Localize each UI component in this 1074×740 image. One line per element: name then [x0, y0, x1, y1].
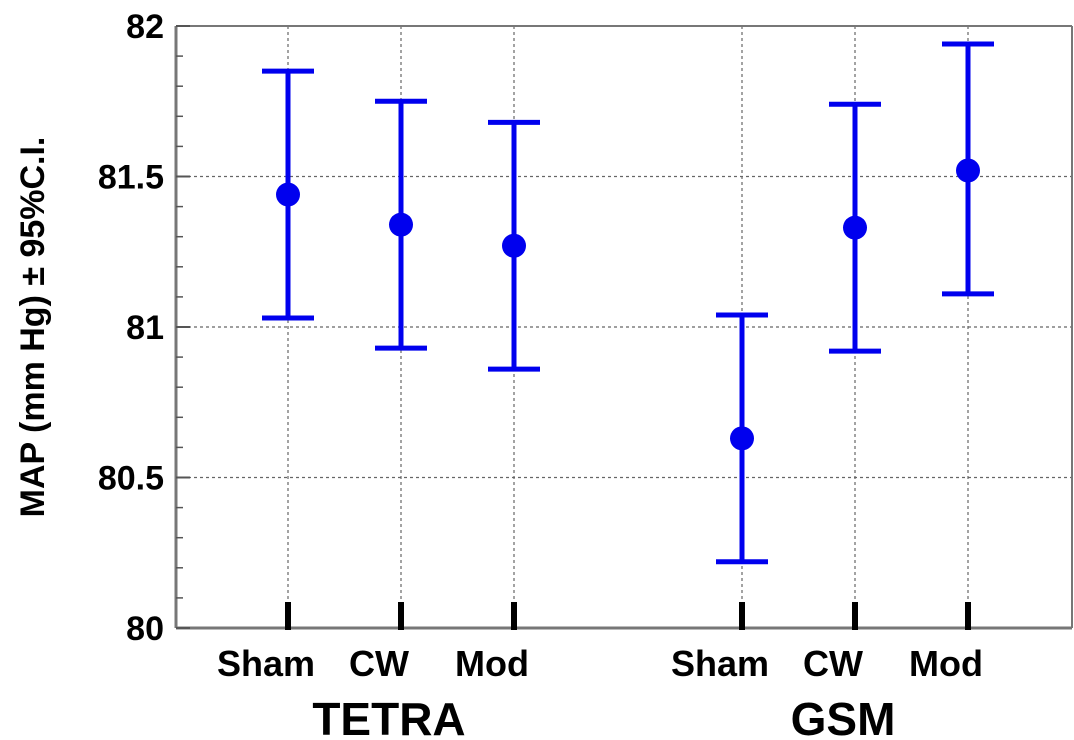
x-tick-label-5: Mod — [909, 643, 983, 684]
mean-point-0 — [276, 182, 300, 207]
group-label-1: GSM — [791, 693, 896, 740]
x-marker-2 — [511, 602, 517, 630]
y-axis-ticks: 80 80.5 81 81.5 82 — [98, 8, 190, 648]
y-tick-label-0: 80 — [126, 610, 164, 648]
y-axis-label: MAP (mm Hg) ± 95%C.I. — [14, 137, 52, 518]
y-tick-label-1: 80.5 — [98, 460, 164, 498]
mean-point-1 — [389, 212, 413, 237]
y-tick-label-2: 81 — [126, 309, 164, 347]
data-series — [262, 41, 994, 565]
x-marker-0 — [285, 602, 291, 630]
x-tick-label-1: CW — [349, 643, 409, 684]
x-marker-5 — [965, 602, 971, 630]
x-axis-markers — [285, 602, 971, 630]
group-label-0: TETRA — [312, 693, 465, 740]
y-tick-label-4: 82 — [126, 8, 164, 46]
x-tick-label-0: Sham — [217, 643, 315, 684]
x-tick-label-4: CW — [803, 643, 863, 684]
x-marker-1 — [398, 602, 404, 630]
x-marker-4 — [852, 602, 858, 630]
axis-labels: Sham CW Mod TETRA Sham CW Mod GSM — [217, 643, 983, 740]
grid — [176, 26, 1072, 628]
y-tick-label-3: 81.5 — [98, 159, 164, 197]
x-tick-label-2: Mod — [455, 643, 529, 684]
plot-frame — [174, 25, 1073, 630]
x-tick-label-3: Sham — [671, 643, 769, 684]
x-marker-3 — [739, 602, 745, 630]
mean-point-3 — [730, 426, 754, 451]
mean-point-4 — [843, 215, 867, 240]
mean-point-5 — [956, 158, 980, 183]
mean-point-2 — [502, 233, 526, 258]
